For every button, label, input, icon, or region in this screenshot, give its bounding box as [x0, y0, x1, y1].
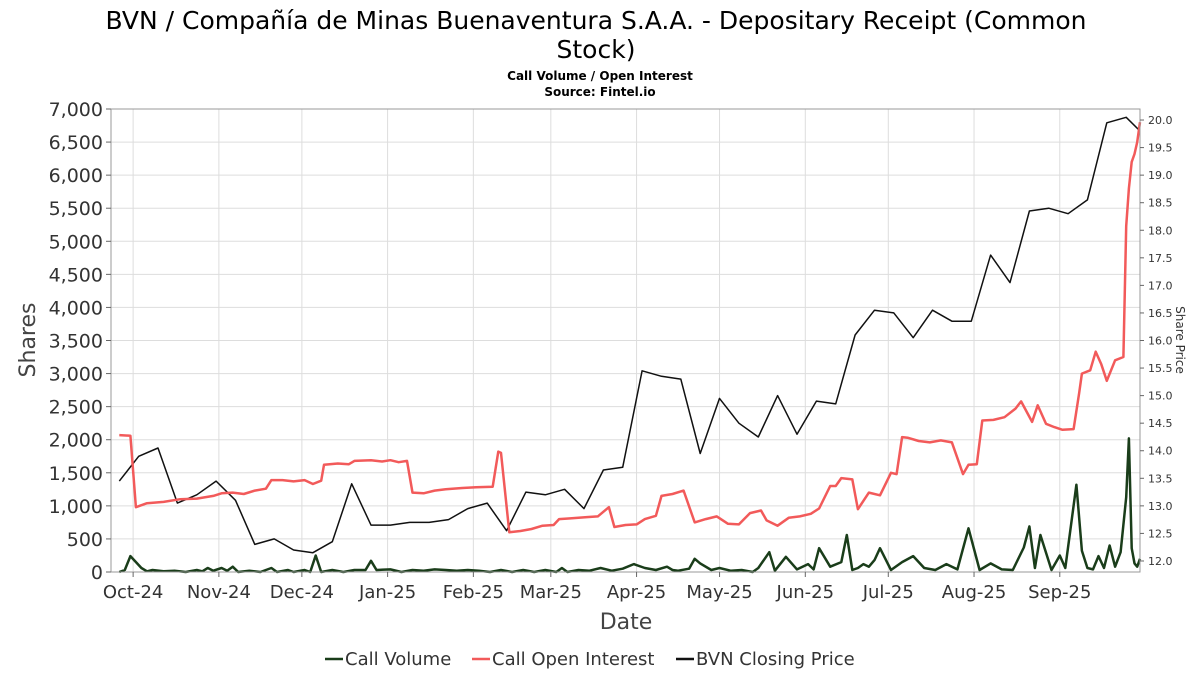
x-tick-label: Jun-25 — [776, 582, 835, 603]
chart-title-line-1: BVN / Compañía de Minas Buenaventura S.A… — [106, 6, 1087, 35]
x-tick-label: Aug-25 — [942, 582, 1007, 603]
y-axis-right-label: Share Price — [1173, 306, 1187, 374]
x-tick-label: Oct-24 — [103, 582, 164, 603]
y-right-tick-label: 15.5 — [1148, 362, 1173, 375]
x-tick-label: Feb-25 — [443, 582, 504, 603]
chart-subtitle: Call Volume / Open Interest — [507, 69, 693, 83]
y-right-tick-label: 20.0 — [1148, 114, 1173, 127]
legend-label: Call Open Interest — [492, 649, 654, 670]
y-tick-label: 5,500 — [49, 198, 103, 220]
y-tick-label: 3,000 — [49, 364, 103, 386]
y-tick-label: 6,000 — [49, 165, 103, 187]
chart-source: Source: Fintel.io — [544, 85, 655, 99]
legend: Call Volume Call Open Interest BVN Closing… — [325, 649, 855, 670]
y-right-tick-label: 19.0 — [1148, 169, 1173, 182]
x-tick-label: Apr-25 — [607, 582, 666, 603]
y-right-tick-label: 17.5 — [1148, 252, 1173, 265]
y-right-tick-label: 18.0 — [1148, 224, 1173, 237]
right-axis: 12.0 12.5 13.0 13.5 14.0 14.5 15.0 15.5 16.0 16.5… — [1140, 114, 1173, 568]
y-tick-label: 1,000 — [49, 496, 103, 518]
series-line-call-open-interest — [119, 122, 1142, 534]
y-right-tick-label: 14.0 — [1148, 445, 1173, 458]
y-tick-label: 3,500 — [49, 331, 103, 353]
y-tick-label: 2,000 — [49, 430, 103, 452]
y-right-tick-label: 15.0 — [1148, 390, 1173, 403]
legend-label: Call Volume — [345, 649, 451, 670]
y-right-tick-label: 13.5 — [1148, 472, 1173, 485]
y-tick-label: 500 — [67, 529, 103, 551]
y-right-tick-label: 19.5 — [1148, 142, 1173, 155]
chart-title-line-2: Stock) — [557, 35, 636, 64]
x-tick-label: Dec-24 — [270, 582, 334, 603]
x-tick-label: Sep-25 — [1028, 582, 1091, 603]
x-tick-label: Mar-25 — [520, 582, 582, 603]
y-right-tick-label: 12.0 — [1148, 555, 1173, 568]
y-right-tick-label: 16.5 — [1148, 307, 1173, 320]
y-right-tick-label: 12.5 — [1148, 527, 1173, 540]
y-axis-label: Shares — [16, 303, 41, 378]
y-tick-label: 2,500 — [49, 397, 103, 419]
x-tick-label: Nov-24 — [187, 582, 251, 603]
x-axis-label: Date — [600, 610, 653, 635]
y-right-tick-label: 16.0 — [1148, 335, 1173, 348]
y-tick-label: 1,500 — [49, 463, 103, 485]
x-tick-label: Jan-25 — [358, 582, 416, 603]
y-tick-label: 4,500 — [49, 264, 103, 286]
y-right-tick-label: 14.5 — [1148, 417, 1173, 430]
x-axis: Oct-24 Nov-24 Dec-24 Jan-25 Feb-25 Mar-25 Apr-… — [103, 572, 1091, 603]
y-tick-label: 7,000 — [49, 99, 103, 121]
legend-label: BVN Closing Price — [696, 649, 855, 670]
y-tick-label: 4,000 — [49, 297, 103, 319]
x-tick-label: Jul-25 — [862, 582, 914, 603]
x-tick-label: May-25 — [686, 582, 752, 603]
y-tick-label: 5,000 — [49, 231, 103, 253]
y-right-tick-label: 18.5 — [1148, 197, 1173, 210]
left-axis: 0 500 1,000 1,500 2,000 2,500 3,000 3,500 4,000 4… — [49, 99, 111, 584]
y-right-tick-label: 17.0 — [1148, 279, 1173, 292]
y-tick-label: 6,500 — [49, 132, 103, 154]
series-line-bvn-closing-price — [118, 116, 1141, 554]
y-right-tick-label: 13.0 — [1148, 500, 1173, 513]
y-tick-label: 0 — [91, 562, 103, 584]
